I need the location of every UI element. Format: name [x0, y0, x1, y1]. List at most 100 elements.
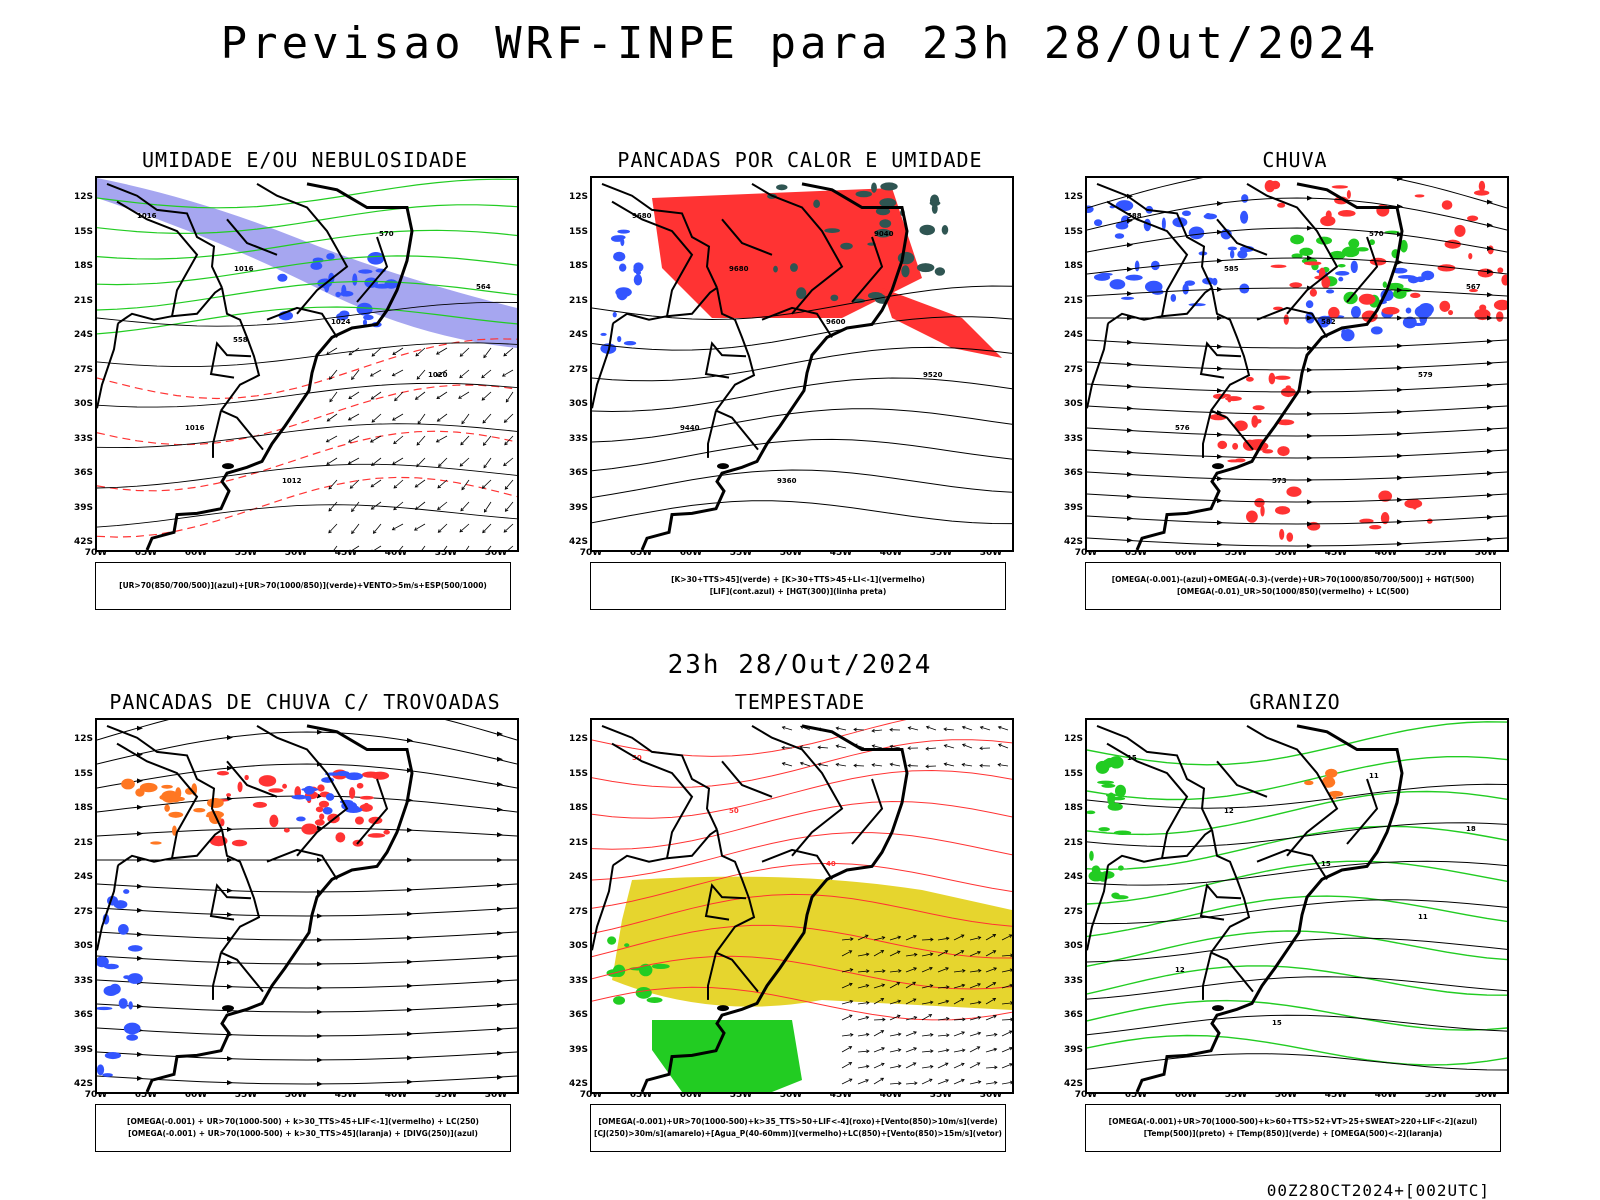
lc250-streamline-arrow: [137, 931, 143, 937]
hgt500-line-arrow: [1127, 471, 1133, 477]
omega-blue: [1188, 303, 1206, 307]
lc250-streamline-arrow: [497, 978, 503, 984]
country-border: [611, 200, 694, 317]
temp850-contour: [1087, 790, 1507, 836]
wind-vector: [350, 479, 360, 489]
lon-tick-label: 65W: [629, 1090, 653, 1100]
omega-red: [1412, 500, 1418, 510]
omega-blue: [1094, 219, 1103, 227]
lon-tick-label: 45W: [829, 548, 853, 558]
humidity-blob: [339, 290, 354, 297]
omega-red: [1468, 252, 1473, 260]
divg-blue: [291, 794, 308, 800]
wind-vector: [501, 373, 506, 377]
country-border: [1096, 182, 1213, 289]
wind-vector: [487, 545, 492, 550]
wind-vector: [841, 1046, 852, 1053]
hgt-contour: [592, 408, 1012, 443]
contour-label: 9360: [777, 477, 797, 485]
thunder-orange: [168, 811, 184, 818]
lif-contour: [615, 287, 632, 298]
lc250-streamline-arrow: [317, 913, 323, 919]
green-instability-blob: [840, 242, 853, 250]
wind-vector: [873, 1030, 884, 1037]
contour-label: 582: [1321, 318, 1336, 326]
wind-vector: [391, 372, 396, 377]
omega-orange: [1325, 768, 1338, 778]
wind-vector: [503, 462, 507, 467]
country-border: [117, 828, 223, 867]
lat-tick-label: 24S: [1063, 872, 1083, 882]
omega-red: [1378, 490, 1393, 502]
map-canvas: 1016 1016 1024 1020 1016 1012 570 564 558: [97, 178, 517, 550]
hgt500-line-arrow: [1397, 497, 1403, 503]
lc250-streamline-arrow: [227, 960, 233, 966]
temp850-contour: [1087, 965, 1507, 996]
country-border: [751, 183, 844, 315]
lon-tick-label: 40W: [1374, 1090, 1398, 1100]
pressure-contour: [97, 342, 517, 368]
country-border: [1256, 848, 1328, 880]
lon-tick-label: 60W: [679, 548, 703, 558]
country-border: [1087, 323, 1109, 409]
wind-vector: [799, 745, 803, 750]
hgt500-line-arrow: [1307, 315, 1313, 321]
wind-vector: [997, 743, 1002, 747]
wind-vector: [961, 983, 966, 988]
hgt500-line: [1087, 287, 1507, 297]
wind-vector: [871, 763, 876, 767]
hgt500-line: [1087, 537, 1507, 547]
hgt500-line-arrow: [1127, 449, 1133, 455]
wind-vector: [913, 934, 917, 939]
divg-blue: [104, 1051, 122, 1060]
wind850-blob: [651, 963, 670, 969]
wind-vector: [928, 1014, 933, 1018]
wind-vector: [997, 762, 1002, 767]
hgt500-line-arrow: [1487, 536, 1493, 542]
omega-blue: [1227, 246, 1238, 251]
lat-tick-label: 27S: [1063, 364, 1083, 375]
omega-red: [1234, 420, 1248, 432]
wind-vector: [437, 506, 441, 511]
omega-red: [1328, 306, 1340, 319]
wind-vector: [969, 1062, 980, 1069]
green-instability-blob: [929, 194, 940, 207]
lon-tick-label: 30W: [979, 1090, 1003, 1100]
thunder-orange: [135, 788, 145, 797]
contour-label: 9040: [874, 230, 894, 238]
country-border: [715, 409, 759, 451]
wind-vector: [1001, 1081, 1012, 1085]
wind-vector: [857, 1016, 869, 1021]
divg-blue: [97, 956, 109, 968]
country-border: [1256, 306, 1328, 338]
coastline: [1135, 182, 1404, 550]
wind-vector: [437, 479, 448, 489]
wind-vector: [435, 439, 440, 443]
lat-tick-label: 36S: [568, 468, 588, 478]
country-border: [704, 883, 747, 921]
wind-vector: [415, 501, 426, 510]
hgt500-line-arrow: [1307, 499, 1313, 505]
wind-vector: [841, 1014, 853, 1021]
hgt-contour: [592, 377, 1012, 413]
country-border: [611, 742, 694, 859]
wind-vector: [482, 419, 487, 424]
wind-vector: [373, 523, 382, 534]
wind-vector: [481, 374, 485, 379]
thunder-red: [318, 800, 330, 808]
wind-vector: [992, 934, 997, 938]
wind-vector: [907, 726, 912, 730]
country-border: [1199, 883, 1242, 921]
wind850-blob: [624, 943, 630, 948]
hgt500-line-arrow: [1307, 521, 1313, 527]
green-instability-blob: [796, 287, 807, 299]
wind-vector: [977, 950, 981, 955]
wind-vector: [898, 1081, 902, 1086]
lagoon: [1212, 1005, 1224, 1012]
country-border: [256, 725, 349, 857]
wind-vector: [905, 1082, 917, 1085]
lc250-streamline-arrow: [227, 1080, 233, 1086]
lat-tick-label: 15S: [1063, 226, 1083, 237]
wind-vector: [504, 508, 509, 512]
wind-vector: [865, 984, 870, 988]
